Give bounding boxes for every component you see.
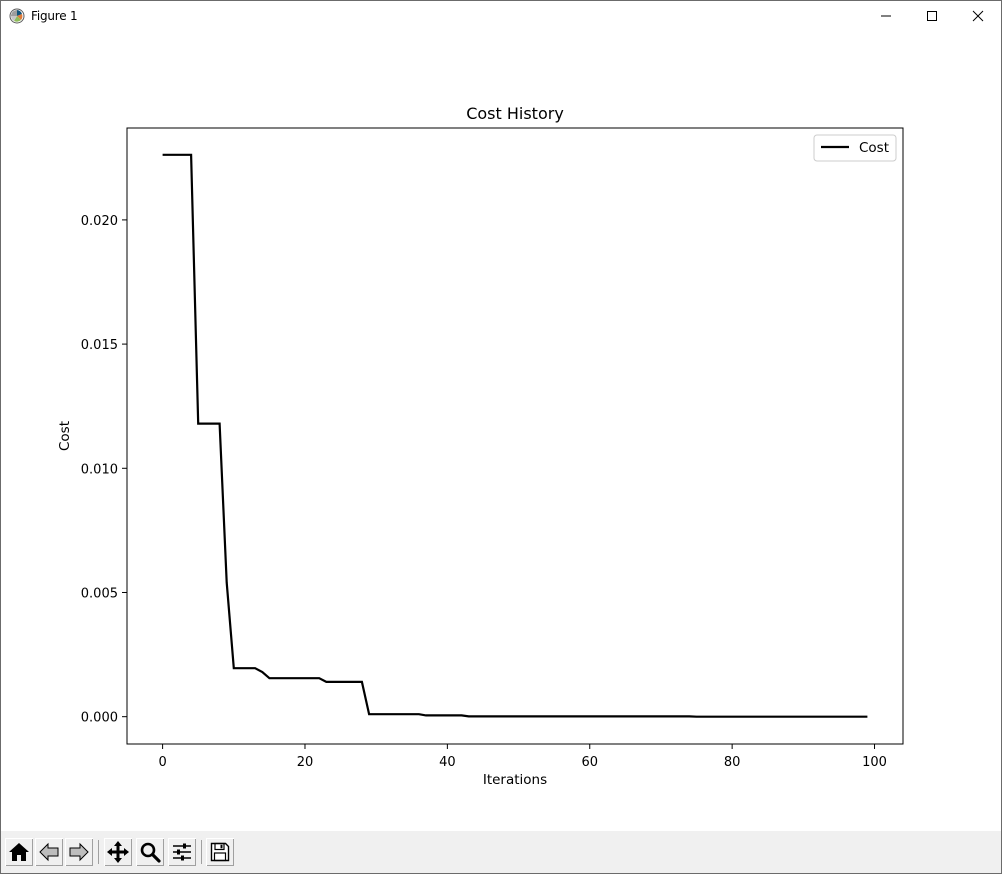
maximize-button[interactable] (909, 1, 955, 31)
home-icon (8, 841, 30, 863)
close-button[interactable] (955, 1, 1001, 31)
y-tick-label: 0.015 (81, 338, 118, 353)
y-tick-label: 0.000 (81, 711, 118, 726)
window-title: Figure 1 (31, 9, 78, 23)
save-figure-button[interactable] (206, 838, 234, 866)
cost-history-chart: Cost History 0 20 40 60 80 100 0.000 0.005 0.01… (57, 104, 904, 788)
home-button[interactable] (5, 838, 33, 866)
figure-canvas[interactable]: Cost History 0 20 40 60 80 100 0.000 0.005 0.01… (1, 31, 1001, 831)
toolbar-separator (201, 840, 202, 864)
minimize-icon (880, 10, 892, 22)
back-button[interactable] (35, 838, 63, 866)
x-tick-label: 60 (581, 755, 598, 770)
x-tick-label: 100 (862, 755, 887, 770)
y-tick-label: 0.020 (81, 214, 118, 229)
x-tick-label: 40 (439, 755, 456, 770)
minimize-button[interactable] (863, 1, 909, 31)
floppy-disk-icon (209, 841, 231, 863)
x-tick-label: 0 (158, 755, 166, 770)
toolbar-separator (98, 840, 99, 864)
configure-subplots-button[interactable] (168, 838, 196, 866)
navigation-toolbar (1, 831, 1001, 873)
matplotlib-logo-icon (9, 8, 25, 24)
back-arrow-icon (38, 841, 60, 863)
magnifier-icon (139, 841, 161, 863)
title-bar[interactable]: Figure 1 (1, 1, 1001, 31)
y-tick-label: 0.005 (81, 586, 118, 601)
close-icon (972, 10, 984, 22)
legend: Cost (813, 134, 897, 162)
x-axis-label: Iterations (483, 772, 547, 788)
maximize-icon (926, 10, 938, 22)
forward-arrow-icon (68, 841, 90, 863)
x-tick-label: 80 (724, 755, 741, 770)
legend-label: Cost (859, 140, 889, 156)
y-axis-label: Cost (57, 421, 73, 451)
move-icon (106, 840, 130, 864)
y-axis-ticks: 0.000 0.005 0.010 0.015 0.020 (81, 214, 127, 726)
cost-series-line (162, 153, 868, 718)
zoom-button[interactable] (136, 838, 164, 866)
pan-button[interactable] (104, 838, 132, 866)
x-axis-ticks: 0 20 40 60 80 100 (158, 744, 887, 770)
chart-title: Cost History (466, 104, 564, 123)
axes-frame (126, 127, 904, 745)
legend-box (813, 134, 897, 162)
forward-button[interactable] (65, 838, 93, 866)
sliders-icon (171, 841, 193, 863)
x-tick-label: 20 (297, 755, 314, 770)
y-tick-label: 0.010 (81, 462, 118, 477)
